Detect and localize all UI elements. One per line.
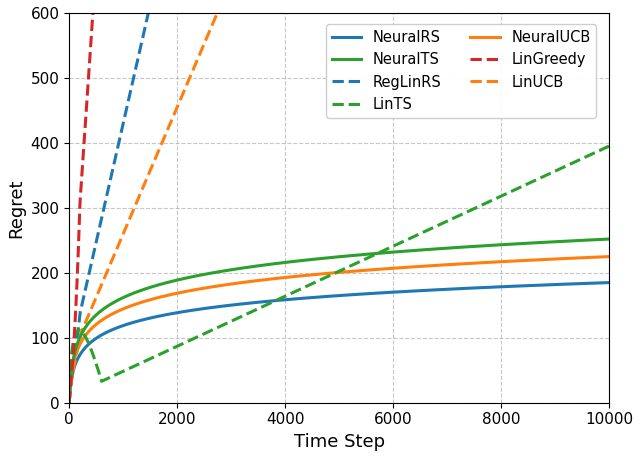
RegLinRS bbox=[81, 289, 88, 295]
LinTS bbox=[271, 298, 279, 304]
NeuralRS bbox=[65, 400, 73, 405]
LinTS bbox=[605, 143, 613, 149]
Legend: NeuralRS, NeuralTS, RegLinRS, LinTS, NeuralUCB, LinGreedy, LinUCB: NeuralRS, NeuralTS, RegLinRS, LinTS, Neu… bbox=[326, 24, 596, 118]
NeuralUCB bbox=[65, 400, 73, 405]
Line: NeuralRS: NeuralRS bbox=[69, 283, 609, 403]
NeuralRS bbox=[389, 289, 397, 295]
NeuralRS bbox=[605, 280, 613, 285]
NeuralRS bbox=[468, 285, 476, 291]
X-axis label: Time Step: Time Step bbox=[294, 433, 385, 451]
LinGreedy bbox=[86, 47, 94, 53]
NeuralUCB bbox=[271, 276, 279, 281]
NeuralTS bbox=[605, 236, 613, 242]
LinTS bbox=[65, 400, 73, 405]
NeuralTS bbox=[389, 249, 397, 255]
NeuralTS bbox=[163, 280, 171, 285]
RegLinRS bbox=[83, 283, 90, 289]
LinUCB bbox=[208, 22, 216, 28]
NeuralUCB bbox=[163, 293, 171, 298]
LinGreedy bbox=[89, 11, 97, 16]
Y-axis label: Regret: Regret bbox=[7, 178, 25, 238]
LinUCB bbox=[88, 305, 96, 310]
NeuralRS bbox=[163, 312, 171, 317]
LinGreedy bbox=[85, 65, 93, 70]
LinUCB bbox=[147, 168, 154, 173]
Line: NeuralUCB: NeuralUCB bbox=[69, 256, 609, 403]
LinTS bbox=[468, 207, 476, 213]
LinTS bbox=[389, 244, 397, 249]
LinGreedy bbox=[65, 400, 73, 405]
NeuralUCB bbox=[389, 266, 397, 271]
LinGreedy bbox=[72, 299, 80, 304]
LinUCB bbox=[65, 400, 73, 405]
LinGreedy bbox=[78, 172, 86, 178]
NeuralRS bbox=[271, 298, 279, 303]
RegLinRS bbox=[65, 400, 73, 405]
LinUCB bbox=[123, 224, 131, 229]
NeuralTS bbox=[509, 241, 517, 247]
NeuralUCB bbox=[509, 258, 517, 264]
LinTS bbox=[417, 231, 424, 236]
LinTS bbox=[509, 188, 517, 193]
RegLinRS bbox=[136, 48, 143, 54]
LinTS bbox=[163, 348, 171, 354]
NeuralUCB bbox=[468, 261, 476, 266]
LinUCB bbox=[197, 49, 205, 55]
RegLinRS bbox=[125, 93, 133, 98]
NeuralTS bbox=[65, 400, 73, 405]
RegLinRS bbox=[111, 155, 119, 161]
LinGreedy bbox=[86, 53, 94, 59]
RegLinRS bbox=[145, 11, 152, 16]
NeuralRS bbox=[509, 284, 517, 289]
RegLinRS bbox=[115, 138, 123, 144]
NeuralUCB bbox=[605, 254, 613, 259]
LinUCB bbox=[186, 76, 193, 82]
NeuralTS bbox=[417, 247, 424, 253]
NeuralUCB bbox=[417, 264, 424, 269]
LinGreedy bbox=[72, 307, 79, 313]
NeuralRS bbox=[417, 288, 424, 294]
NeuralTS bbox=[468, 244, 476, 249]
Line: LinGreedy: LinGreedy bbox=[69, 13, 93, 403]
NeuralTS bbox=[271, 261, 279, 267]
LinUCB bbox=[213, 11, 221, 16]
Line: NeuralTS: NeuralTS bbox=[69, 239, 609, 403]
Line: RegLinRS: RegLinRS bbox=[69, 13, 148, 403]
Line: LinTS: LinTS bbox=[69, 146, 609, 403]
Line: LinUCB: LinUCB bbox=[69, 13, 217, 403]
